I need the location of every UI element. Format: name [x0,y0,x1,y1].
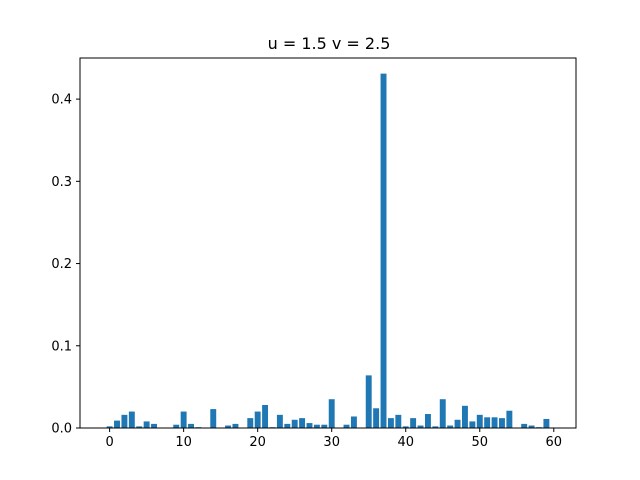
bar-2 [121,414,128,428]
bar-54 [506,410,513,428]
x-tick-label: 60 [546,435,563,450]
bar-36 [373,408,380,428]
bar-20 [254,411,261,428]
bar-41 [410,418,417,428]
bar-33 [350,416,357,428]
x-tick-label: 40 [397,435,414,450]
bar-46 [447,425,454,428]
bars-group [106,73,550,429]
bar-14 [210,409,217,428]
y-tick-label: 0.4 [51,93,72,108]
bar-48 [461,405,468,428]
bar-57 [528,425,535,428]
bar-38 [387,418,394,428]
bar-40 [402,426,409,428]
bar-26 [299,418,306,428]
bar-17 [232,423,239,428]
bar-4 [136,426,143,428]
bar-44 [432,426,439,428]
bar-5 [143,421,150,428]
bar-30 [328,399,335,428]
x-tick-label: 0 [105,435,113,450]
x-axis-ticks: 0 10 20 30 40 50 60 [105,428,562,450]
y-axis-ticks: 0.0 0.1 0.2 0.3 0.4 [51,93,80,437]
bar-11 [188,423,194,428]
bar-10 [180,411,187,428]
bar-0 [106,426,113,428]
bar-27 [306,423,313,428]
bar-24 [284,423,291,428]
y-tick-label: 0.0 [51,422,72,437]
bar-49 [469,421,476,428]
plot-frame [79,57,577,429]
bar-25 [291,419,298,428]
bar-47 [454,419,461,428]
bar-16 [225,425,232,428]
x-tick-label: 10 [175,435,192,450]
y-tick-label: 0.2 [51,257,72,272]
bar-9 [173,424,180,428]
bar-43 [424,414,431,428]
bar-1 [114,420,120,428]
bar-35 [365,375,372,428]
bar-50 [476,414,483,428]
bar-56 [521,423,528,428]
bar-53 [499,418,505,428]
y-tick-label: 0.1 [51,339,72,354]
bar-3 [128,411,135,428]
chart-title: u = 1.5 v = 2.5 [268,34,391,53]
bar-59 [543,418,550,428]
bar-21 [262,404,269,428]
bar-42 [417,425,424,428]
bar-52 [491,417,498,428]
bar-45 [439,399,446,428]
y-tick-label: 0.3 [51,175,72,190]
bar-29 [321,424,328,428]
bar-37 [380,73,387,429]
bar-19 [247,418,254,428]
x-tick-label: 20 [249,435,266,450]
bar-39 [395,414,402,428]
bar-28 [313,424,320,428]
x-tick-label: 30 [323,435,340,450]
bar-23 [276,414,283,428]
x-tick-label: 50 [471,435,488,450]
bar-6 [151,423,157,428]
bar-51 [484,417,491,428]
bar-32 [343,424,350,428]
